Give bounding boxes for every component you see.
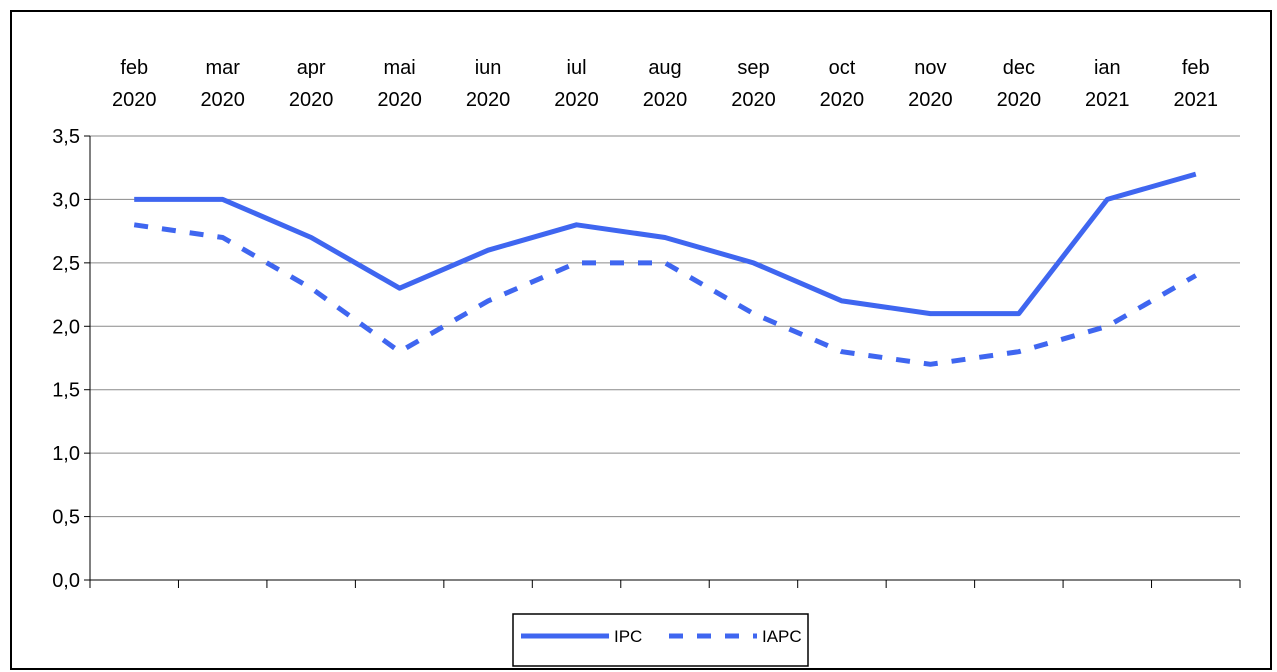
y-tick-label: 3,5 <box>52 126 80 148</box>
category-label-year: 2021 <box>1085 89 1130 111</box>
y-tick-label: 1,5 <box>52 380 80 402</box>
series-line-ipc <box>134 171 1197 317</box>
category-label-month: sep <box>737 57 769 79</box>
category-label-year: 2020 <box>466 89 511 111</box>
category-label-month: nov <box>914 57 946 79</box>
category-labels: feb 2020 mar 2020 apr 2020 mai 2020 iun 2020 iul 20… <box>112 57 1218 111</box>
category-label-month: iul <box>567 57 587 79</box>
axes <box>84 135 1241 588</box>
category-label-year: 2020 <box>289 89 334 111</box>
legend: IPC IAPC <box>512 613 809 667</box>
y-tick-label: 0,0 <box>52 570 80 592</box>
category-label-year: 2020 <box>112 89 157 111</box>
y-tick-label: 0,5 <box>52 507 80 529</box>
category-label-year: 2020 <box>554 89 599 111</box>
category-label-year: 2020 <box>731 89 776 111</box>
category-label-year: 2020 <box>820 89 865 111</box>
series-lines <box>133 171 1198 367</box>
gridlines <box>90 135 1240 518</box>
chart-frame: 0,0 0,5 1,0 1,5 2,0 2,5 3,0 3,5 feb 2020 mar 2020 a… <box>10 10 1272 670</box>
category-label-month: feb <box>120 57 148 79</box>
category-label-month: aug <box>648 57 681 79</box>
category-label-year: 2020 <box>377 89 422 111</box>
series-line-iapc <box>133 222 1198 367</box>
category-label-month: iun <box>475 57 502 79</box>
category-label-year: 2020 <box>643 89 688 111</box>
category-label-month: mar <box>205 57 240 79</box>
y-axis-tick-labels: 0,0 0,5 1,0 1,5 2,0 2,5 3,0 3,5 <box>52 126 80 592</box>
y-tick-label: 2,0 <box>52 316 80 338</box>
line-chart: 0,0 0,5 1,0 1,5 2,0 2,5 3,0 3,5 feb 2020 mar 2020 a… <box>52 57 1241 667</box>
y-tick-label: 3,0 <box>52 189 80 211</box>
category-label-month: mai <box>383 57 415 79</box>
category-label-month: apr <box>297 57 326 79</box>
category-label-year: 2020 <box>908 89 953 111</box>
category-label-month: feb <box>1182 57 1210 79</box>
legend-label-iapc: IAPC <box>762 627 802 646</box>
category-label-year: 2020 <box>997 89 1042 111</box>
category-label-year: 2021 <box>1174 89 1219 111</box>
y-tick-label: 1,0 <box>52 443 80 465</box>
y-tick-label: 2,5 <box>52 253 80 275</box>
legend-label-ipc: IPC <box>614 627 642 646</box>
category-label-year: 2020 <box>200 89 245 111</box>
category-label-month: ian <box>1094 57 1121 79</box>
category-label-month: dec <box>1003 57 1035 79</box>
category-label-month: oct <box>829 57 856 79</box>
